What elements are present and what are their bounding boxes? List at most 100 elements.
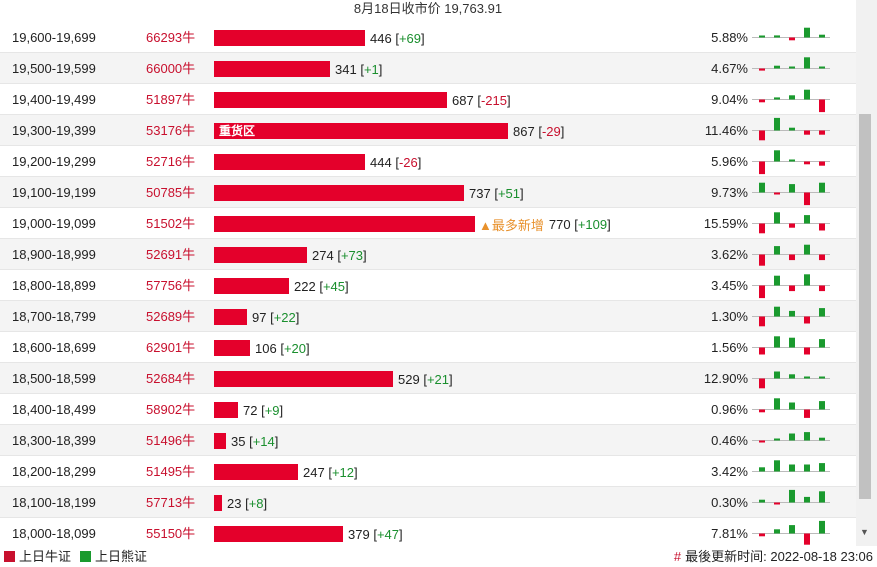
sparkline-bar [774, 65, 780, 69]
volume-bar-group: 23 [+8] [214, 495, 267, 511]
sparkline-bar [774, 212, 780, 224]
bull-code: 62901牛 [146, 340, 196, 355]
table-row: 18,900-18,999 52691牛 274 [+73] 3.62% [0, 239, 856, 270]
sparkline-bar [819, 463, 825, 472]
sparkline-bar [759, 347, 765, 355]
change-value: +47 [376, 526, 399, 542]
sparkline-bar [789, 374, 795, 379]
bull-code: 57756牛 [146, 278, 196, 293]
table-row: 19,300-19,399 53176牛 重货区 867 [-29] 11.46% [0, 115, 856, 146]
sparkline [752, 336, 830, 355]
bull-code: 66293牛 [146, 30, 196, 45]
legend-bull-label: 上日牛证 [19, 549, 72, 564]
percentage: 11.46% [704, 123, 748, 138]
price-range: 18,300-18,399 [12, 433, 96, 448]
sparkline-bar [804, 27, 810, 38]
sparkline-bar [759, 533, 765, 537]
sparkline-bar [759, 223, 765, 234]
sparkline [752, 182, 830, 206]
volume-bar-group: 446 [+69] [214, 30, 425, 46]
sparkline-bar [774, 460, 780, 472]
sparkline-bar [804, 376, 810, 379]
sparkline-bar [804, 316, 810, 324]
sparkline-bar [819, 339, 825, 348]
sparkline [752, 117, 830, 141]
volume-bar-group: 341 [+1] [214, 61, 382, 77]
change-value: +8 [248, 495, 264, 511]
volume-bar-group: 444 [-26] [214, 154, 421, 170]
sparkline-bar [789, 402, 795, 410]
hash-icon: # [673, 549, 682, 564]
price-range: 18,600-18,699 [12, 340, 96, 355]
bull-code: 57713牛 [146, 495, 196, 510]
count-value: 106 [255, 340, 277, 356]
volume-bar [214, 185, 464, 201]
count-value: 446 [370, 30, 392, 46]
scroll-down-arrow-icon[interactable]: ▼ [860, 527, 869, 537]
count-cell: 867 [-29] [513, 123, 565, 139]
table-row: 18,400-18,499 58902牛 72 [+9] 0.96% [0, 394, 856, 425]
volume-bar [214, 495, 222, 511]
table-row: 18,500-18,599 52684牛 529 [+21] 12.90% [0, 363, 856, 394]
sparkline-bar [774, 192, 780, 195]
sparkline-bar [789, 489, 795, 503]
count-cell: 379 [+47] [348, 526, 403, 542]
bull-code: 52691牛 [146, 247, 196, 262]
sparkline-bar [819, 520, 825, 534]
volume-bar [214, 402, 238, 418]
count-value: 737 [469, 185, 491, 201]
sparkline-bar [819, 99, 825, 113]
volume-bar-group: ▲最多新增 770 [+109] [214, 216, 611, 233]
sparkline-bar [789, 254, 795, 261]
sparkline-bar [819, 254, 825, 261]
sparkline-bar [774, 150, 780, 162]
table-row: 18,100-18,199 57713牛 23 [+8] 0.30% [0, 487, 856, 518]
table-row: 18,300-18,399 51496牛 35 [+14] 0.46% [0, 425, 856, 456]
price-range: 18,100-18,199 [12, 495, 96, 510]
price-range: 19,100-19,199 [12, 185, 96, 200]
bear-swatch-icon [80, 551, 91, 562]
count-value: 97 [252, 309, 267, 325]
count-value: 770 [548, 216, 571, 232]
volume-bar [214, 340, 250, 356]
volume-bar [214, 154, 365, 170]
sparkline-bar [819, 376, 825, 379]
change-value: +14 [252, 433, 275, 449]
percentage: 5.96% [711, 154, 748, 169]
change-value: -26 [398, 154, 418, 170]
count-cell: 72 [+9] [243, 402, 284, 418]
volume-bar [214, 61, 330, 77]
table-row: 19,100-19,199 50785牛 737 [+51] 9.73% [0, 177, 856, 208]
sparkline [752, 460, 830, 472]
scrollbar[interactable]: ▼ [856, 0, 877, 546]
percentage: 1.30% [711, 309, 748, 324]
count-cell: 97 [+22] [252, 309, 300, 325]
volume-bar [214, 371, 393, 387]
count-value: 867 [513, 123, 535, 139]
sparkline-bar [804, 347, 810, 355]
volume-bar [214, 92, 447, 108]
price-range: 18,000-18,099 [12, 526, 96, 541]
scrollbar-thumb[interactable] [859, 114, 871, 499]
sparkline-bar [759, 182, 765, 193]
sparkline-bar [819, 130, 825, 135]
sparkline-bar [774, 398, 780, 410]
change-value: -29 [541, 123, 561, 139]
sparkline-bar [789, 285, 795, 292]
sparkline-bar [804, 130, 810, 135]
sparkline-bar [759, 467, 765, 472]
sparkline-bar [804, 533, 810, 545]
count-cell: 737 [+51] [469, 185, 524, 201]
sparkline-bar [774, 529, 780, 534]
sparkline-bar [789, 310, 795, 317]
price-range: 19,300-19,399 [12, 123, 96, 138]
volume-bar-group: 35 [+14] [214, 433, 278, 449]
sparkline-bar [819, 491, 825, 503]
volume-bar [214, 30, 365, 46]
volume-bar [214, 433, 226, 449]
legend-bear-label: 上日熊证 [95, 549, 148, 564]
volume-bar-group: 247 [+12] [214, 464, 358, 480]
sparkline [752, 89, 830, 113]
footer: 上日牛证 上日熊证 # 最後更新时间: 2022-08-18 23:06 [0, 546, 877, 567]
volume-bar [214, 526, 343, 542]
